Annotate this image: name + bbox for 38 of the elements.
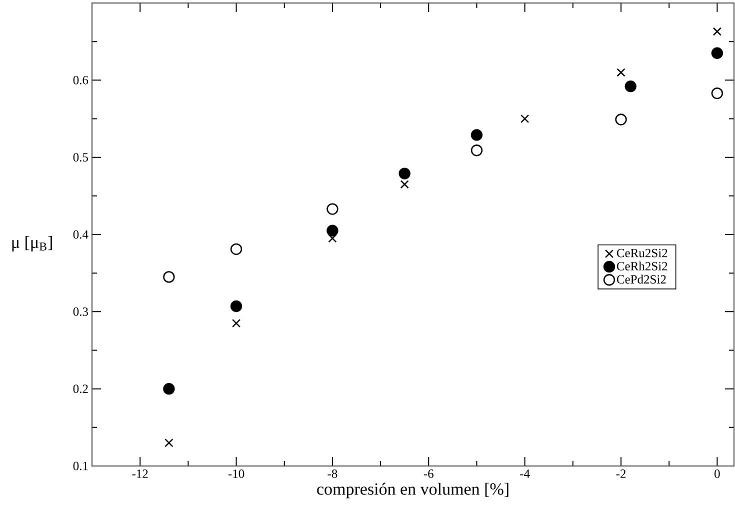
x-tick-label: -12 — [132, 470, 148, 478]
point — [326, 224, 338, 236]
point — [520, 114, 530, 124]
point — [470, 129, 483, 141]
y-tick-label: 0.2 — [73, 384, 88, 394]
y-tick-label: 0.6 — [73, 76, 88, 84]
point — [624, 80, 636, 92]
point — [711, 47, 724, 60]
point — [232, 318, 241, 328]
x-tick-label: -4 — [520, 470, 530, 478]
x-tick-label: -8 — [328, 470, 338, 478]
x-axis-title: compresión en volumen [%] — [317, 482, 508, 498]
point — [470, 144, 483, 156]
x-tick-label: -10 — [228, 470, 244, 478]
y-tick-label: 0.5 — [73, 153, 88, 162]
point — [616, 68, 626, 77]
legend-label: CeRu2Si2 — [616, 248, 668, 258]
legend-label: CeRh2Si2 — [616, 262, 668, 270]
legend-label: CePd2Si2 — [616, 274, 666, 284]
x-tick-label: -6 — [424, 470, 434, 478]
x-tick-label: -2 — [616, 470, 626, 478]
point — [328, 234, 337, 243]
point — [163, 271, 175, 283]
y-tick-label: 0.4 — [73, 230, 88, 239]
point — [712, 27, 722, 36]
y-tick-label: 0.1 — [73, 462, 88, 470]
point — [230, 243, 242, 256]
point — [400, 180, 409, 189]
y-axis-title: μ [μ$_{B}$] — [12, 236, 52, 252]
point — [164, 438, 174, 448]
point — [711, 87, 724, 100]
x-tick-label: 0 — [714, 470, 720, 478]
point — [398, 168, 410, 180]
y-tick-label: 0.3 — [73, 307, 88, 316]
point — [326, 203, 338, 215]
point — [163, 382, 175, 395]
point — [615, 114, 627, 126]
point — [230, 300, 242, 312]
